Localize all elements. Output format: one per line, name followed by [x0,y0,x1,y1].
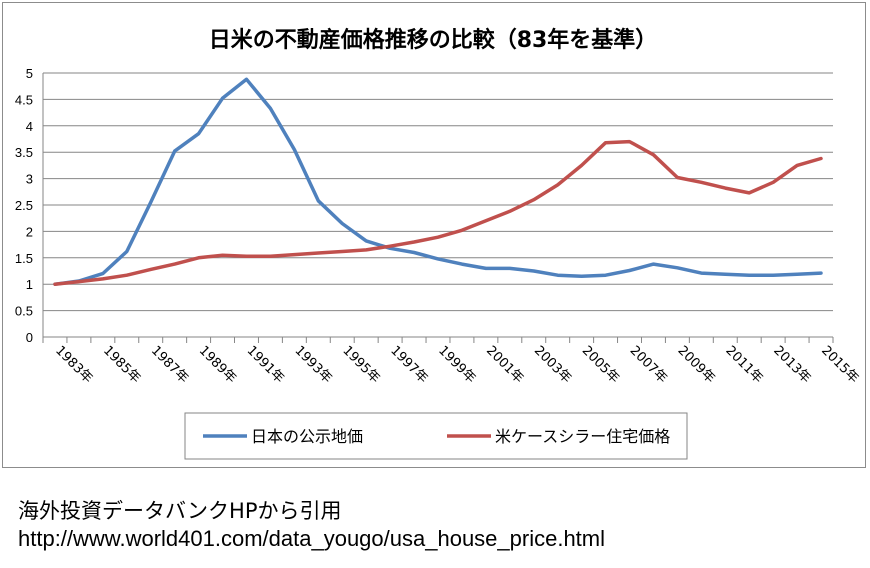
y-tick-label: 0 [26,330,33,345]
x-tick-label: 2015年 [818,343,861,386]
x-tick-label: 2003年 [531,343,574,386]
chart-title: 日米の不動産価格推移の比較（83年を基準） [209,27,658,53]
series-lines [53,77,823,286]
line-chart: 日米の不動産価格推移の比較（83年を基準） 0 0.5 1 1.5 2 2.5 3 3.5 4 4… [15,27,861,460]
y-tick-label: 0.5 [15,304,33,319]
x-tick-label: 2011年 [722,343,765,386]
legend-box [184,412,688,460]
x-tick-label: 1991年 [244,343,287,386]
y-tick-label: 3 [26,172,33,187]
x-tick-label: 2001年 [483,343,526,386]
axes: 0 0.5 1 1.5 2 2.5 3 3.5 4 4.5 5 1983年 1985年 1987年 1989… [15,66,861,386]
legend-label-2: 米ケースシラー住宅価格 [495,427,670,446]
x-tick-label: 2007年 [627,343,670,386]
x-tick-label: 1995年 [339,343,382,386]
x-tick-label: 1989年 [196,343,239,386]
y-tick-label: 1.5 [15,251,33,266]
y-tick-label: 2 [26,224,33,239]
y-tick-label: 4 [26,119,33,134]
legend: 日本の公示地価 米ケースシラー住宅価格 [184,412,688,460]
gridlines [43,72,833,338]
y-tick-label: 1 [26,277,33,292]
chart-frame: 日米の不動産価格推移の比較（83年を基準） 0 0.5 1 1.5 2 2.5 3 3.5 4 4… [2,2,866,468]
x-tick-label: 1993年 [292,343,335,386]
y-tick-label: 3.5 [15,145,33,160]
y-tick-label: 2.5 [15,198,33,213]
x-tick-label: 1999年 [435,343,478,386]
legend-label-1: 日本の公示地価 [251,427,363,446]
source-url: http://www.world401.com/data_yougo/usa_h… [18,526,606,551]
x-tick-label: 1983年 [52,343,95,386]
x-tick-label: 1997年 [387,343,430,386]
source-caption: 海外投資データバンクHPから引用 [18,499,342,523]
x-tick-label: 1987年 [148,343,191,386]
x-tick-label: 2009年 [675,343,718,386]
x-tick-label: 2005年 [579,343,622,386]
x-tick-label: 1985年 [100,343,143,386]
series-line-2 [53,139,823,286]
y-tick-label: 4.5 [15,92,33,107]
y-tick-label: 5 [26,66,33,81]
x-tick-label: 2013年 [770,343,813,386]
series-line-1 [53,77,823,286]
